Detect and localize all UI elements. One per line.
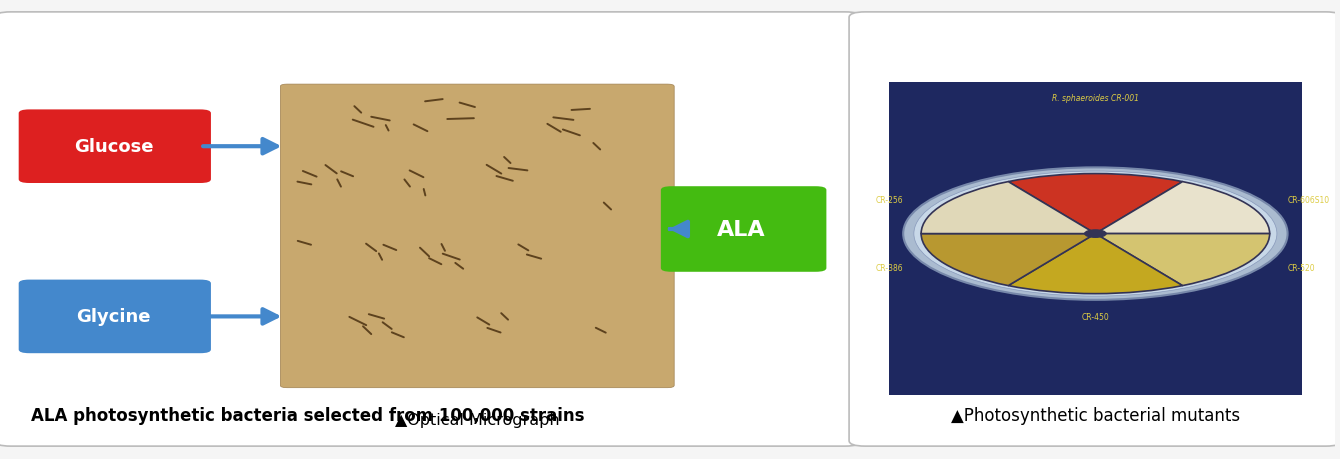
Text: CR-386: CR-386 <box>876 264 903 273</box>
Text: ▲Photosynthetic bacterial mutants: ▲Photosynthetic bacterial mutants <box>951 406 1240 425</box>
FancyBboxPatch shape <box>280 85 674 388</box>
FancyBboxPatch shape <box>0 13 862 446</box>
Wedge shape <box>1095 182 1269 234</box>
FancyBboxPatch shape <box>19 280 210 353</box>
FancyBboxPatch shape <box>661 187 827 272</box>
Text: CR-256: CR-256 <box>876 196 903 204</box>
Text: CR-450: CR-450 <box>1081 313 1110 322</box>
Circle shape <box>903 168 1288 300</box>
Wedge shape <box>1008 174 1182 234</box>
Wedge shape <box>1095 234 1269 286</box>
Wedge shape <box>921 234 1095 286</box>
Wedge shape <box>1008 234 1182 294</box>
FancyBboxPatch shape <box>19 110 210 184</box>
Text: CR-606S10: CR-606S10 <box>1288 196 1329 204</box>
FancyBboxPatch shape <box>850 13 1340 446</box>
FancyBboxPatch shape <box>890 83 1301 395</box>
Text: ALA: ALA <box>717 219 765 240</box>
Text: ▲Optical Micrograph: ▲Optical Micrograph <box>395 413 560 427</box>
Text: Glucose: Glucose <box>74 138 153 156</box>
Wedge shape <box>921 182 1095 234</box>
Circle shape <box>1084 230 1106 238</box>
Text: CR-520: CR-520 <box>1288 264 1315 273</box>
Text: R. sphaeroides CR-001: R. sphaeroides CR-001 <box>1052 94 1139 103</box>
Circle shape <box>914 172 1277 297</box>
Text: ALA photosynthetic bacteria selected from 100,000 strains: ALA photosynthetic bacteria selected fro… <box>31 406 584 425</box>
Text: Glycine: Glycine <box>76 308 150 326</box>
